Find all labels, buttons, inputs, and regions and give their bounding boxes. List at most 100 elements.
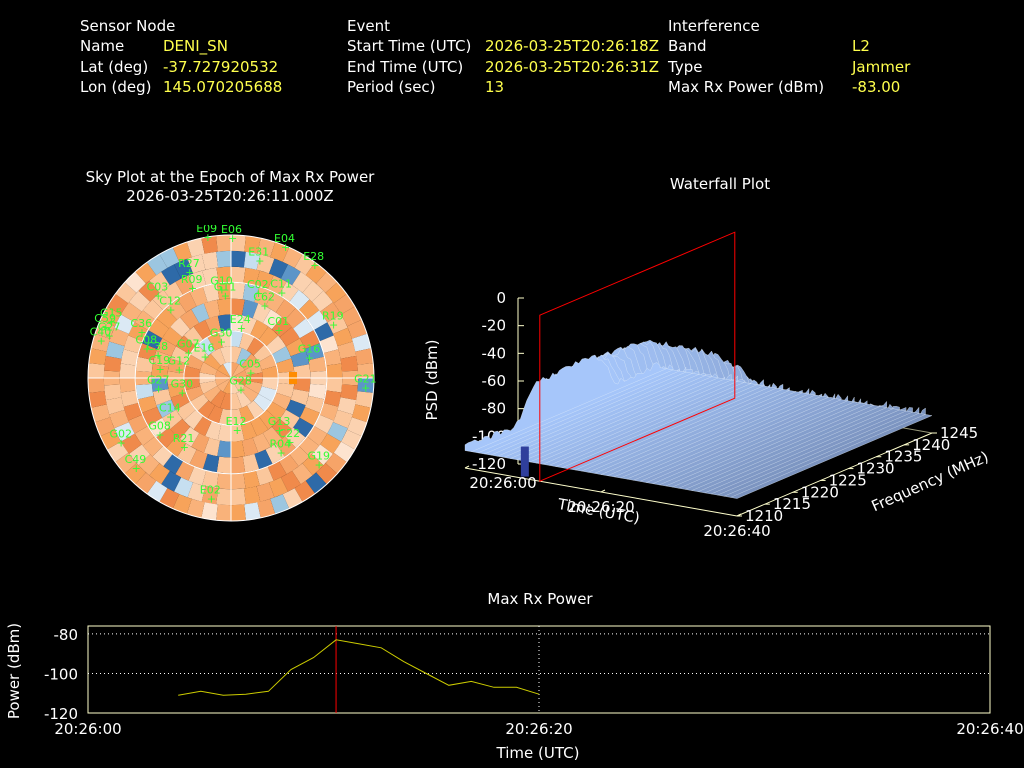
sky-cell [149,271,170,293]
satellite-label: E09 [196,225,217,235]
sky-cell [341,306,362,327]
sensor-node-panel: Sensor Node Name DENI_SN Lat (deg) -37.7… [80,16,340,97]
sky-cell [313,414,334,434]
sky-cell [241,385,259,403]
sky-cell [333,293,355,315]
sky-cell [243,251,261,270]
sky-cell [185,386,204,402]
sky-cell [202,283,220,303]
satellite-marker: +E06 [221,225,242,245]
sky-cell [156,427,177,448]
sky-cell [259,326,279,347]
sky-cell [256,254,275,274]
power-series-line [178,639,540,696]
sky-cell [179,309,200,330]
sky-cell [262,426,283,447]
sky-cell [138,454,160,476]
wf-freq-tick-label: 1215 [773,495,811,513]
wf-time-tick-label: 20:26:00 [469,474,536,492]
satellite-label: C62 [253,290,275,303]
satellite-marker: +C11 [270,278,292,300]
sky-cell [177,443,197,464]
satellite-plus: + [217,336,226,349]
sky-cell [215,370,231,378]
sky-cell [272,392,292,410]
wf-psd-tick-label: -120 [472,455,506,473]
satellite-plus: + [117,436,126,449]
sky-cell [183,378,201,391]
sky-cell [217,298,231,316]
event-start-label: Start Time (UTC) [347,37,472,56]
satellite-marker: +C03 [147,280,169,302]
satellite-plus: + [277,287,286,300]
sky-cell [269,258,288,279]
sky-cell [239,405,255,424]
satellite-marker: +R27 [178,257,200,279]
satellite-plus: + [166,411,175,424]
sky-cell [201,486,219,505]
satellite-marker: +G21 [354,372,377,394]
sensor-lon-row: Lon (deg) 145.070205688 [80,77,340,97]
sky-cell [187,482,206,502]
sky-cell [172,242,192,262]
sky-cell [203,299,220,319]
satellite-plus: + [154,349,163,362]
sky-cell [129,444,151,466]
sky-cell [278,453,299,475]
satellite-plus: + [107,316,116,329]
sky-cell [175,460,195,481]
sky-cell [231,330,244,348]
sky-cell [275,436,296,457]
sky-cell [242,453,260,473]
sky-cell [327,314,348,334]
sky-cell [285,308,306,329]
sky-cell [275,299,296,320]
wf-freq-tick-label: 1245 [940,424,978,442]
sky-cell [188,270,207,290]
satellite-label: G30 [210,327,233,340]
sky-cell [170,317,191,338]
sky-cell [138,395,157,413]
satellite-plus: + [275,424,284,437]
power-xtick-label: 20:26:00 [54,720,121,738]
satellite-label: G27 [147,373,170,386]
sensor-name-row: Name DENI_SN [80,36,340,56]
sky-cell [276,383,295,398]
sky-cell [217,364,231,378]
sky-cell [156,399,176,418]
sky-cell [240,421,257,441]
sky-cell [351,404,371,423]
satellite-plus: + [236,384,245,397]
satellite-plus: + [281,241,290,254]
sky-cell [135,383,154,400]
sky-cell [280,470,301,492]
satellite-label: C19 [149,354,171,367]
sky-cell [109,327,129,347]
sky-cell [320,302,342,323]
sky-cell [308,356,327,373]
sky-plot-title-block: Sky Plot at the Epoch of Max Rx Power 20… [30,168,430,206]
sky-cell [189,449,208,470]
interference-heading-text: Interference [668,17,760,35]
sky-cell [259,409,279,430]
wf-time-tick [464,465,470,469]
sky-cell [294,254,316,276]
interference-band-row: Band L2 [668,36,968,56]
sky-cell [266,335,286,355]
sky-cell [162,409,183,430]
wf-freq-tick-label: 1220 [801,483,839,501]
satellite-marker: +E24 [230,313,251,335]
satellite-marker: +G19 [308,450,331,472]
sky-cell [217,314,231,332]
sky-cell [95,319,115,339]
sky-cell [216,472,231,490]
sky-cell [290,350,310,367]
sky-cell [123,335,143,354]
sky-cell [148,417,169,438]
sky-cell [278,281,299,303]
satellite-plus: + [203,231,212,244]
satellite-label: R27 [178,257,200,270]
power-yaxis-title: Power (dBm) [5,623,23,719]
sky-cell [256,482,275,502]
sky-cell [333,409,353,429]
